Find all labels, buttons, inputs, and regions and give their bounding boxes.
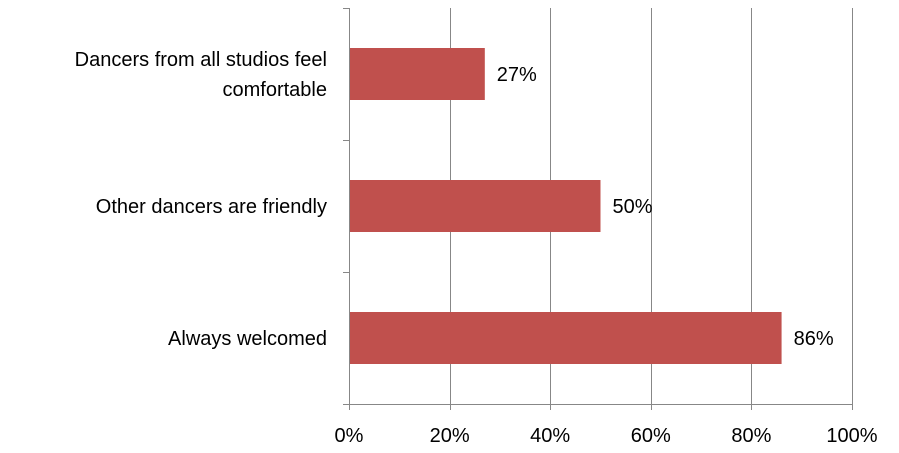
data-labels: 86% 50% 27% <box>497 64 834 350</box>
bar <box>350 48 485 100</box>
x-tick-labels: 0% 20% 40% 60% 80% 100% <box>335 425 878 447</box>
category-labels: Always welcomed Other dancers are friendl… <box>75 49 327 350</box>
category-label: Other dancers are friendly <box>96 196 327 218</box>
x-tick-label: 0% <box>335 425 364 447</box>
category-label: Dancers from all studios feel <box>75 49 327 71</box>
category-label: Always welcomed <box>168 328 327 350</box>
axes <box>343 8 853 410</box>
x-tick-label: 40% <box>530 425 570 447</box>
bars <box>350 48 782 364</box>
x-tick-label: 80% <box>731 425 771 447</box>
data-label: 27% <box>497 64 537 86</box>
data-label: 50% <box>613 196 653 218</box>
x-tick-label: 100% <box>826 425 877 447</box>
x-tick-label: 60% <box>631 425 671 447</box>
data-label: 86% <box>794 328 834 350</box>
x-tick-label: 20% <box>430 425 470 447</box>
category-label: comfortable <box>223 79 328 101</box>
bar <box>350 180 601 232</box>
bar <box>350 312 782 364</box>
